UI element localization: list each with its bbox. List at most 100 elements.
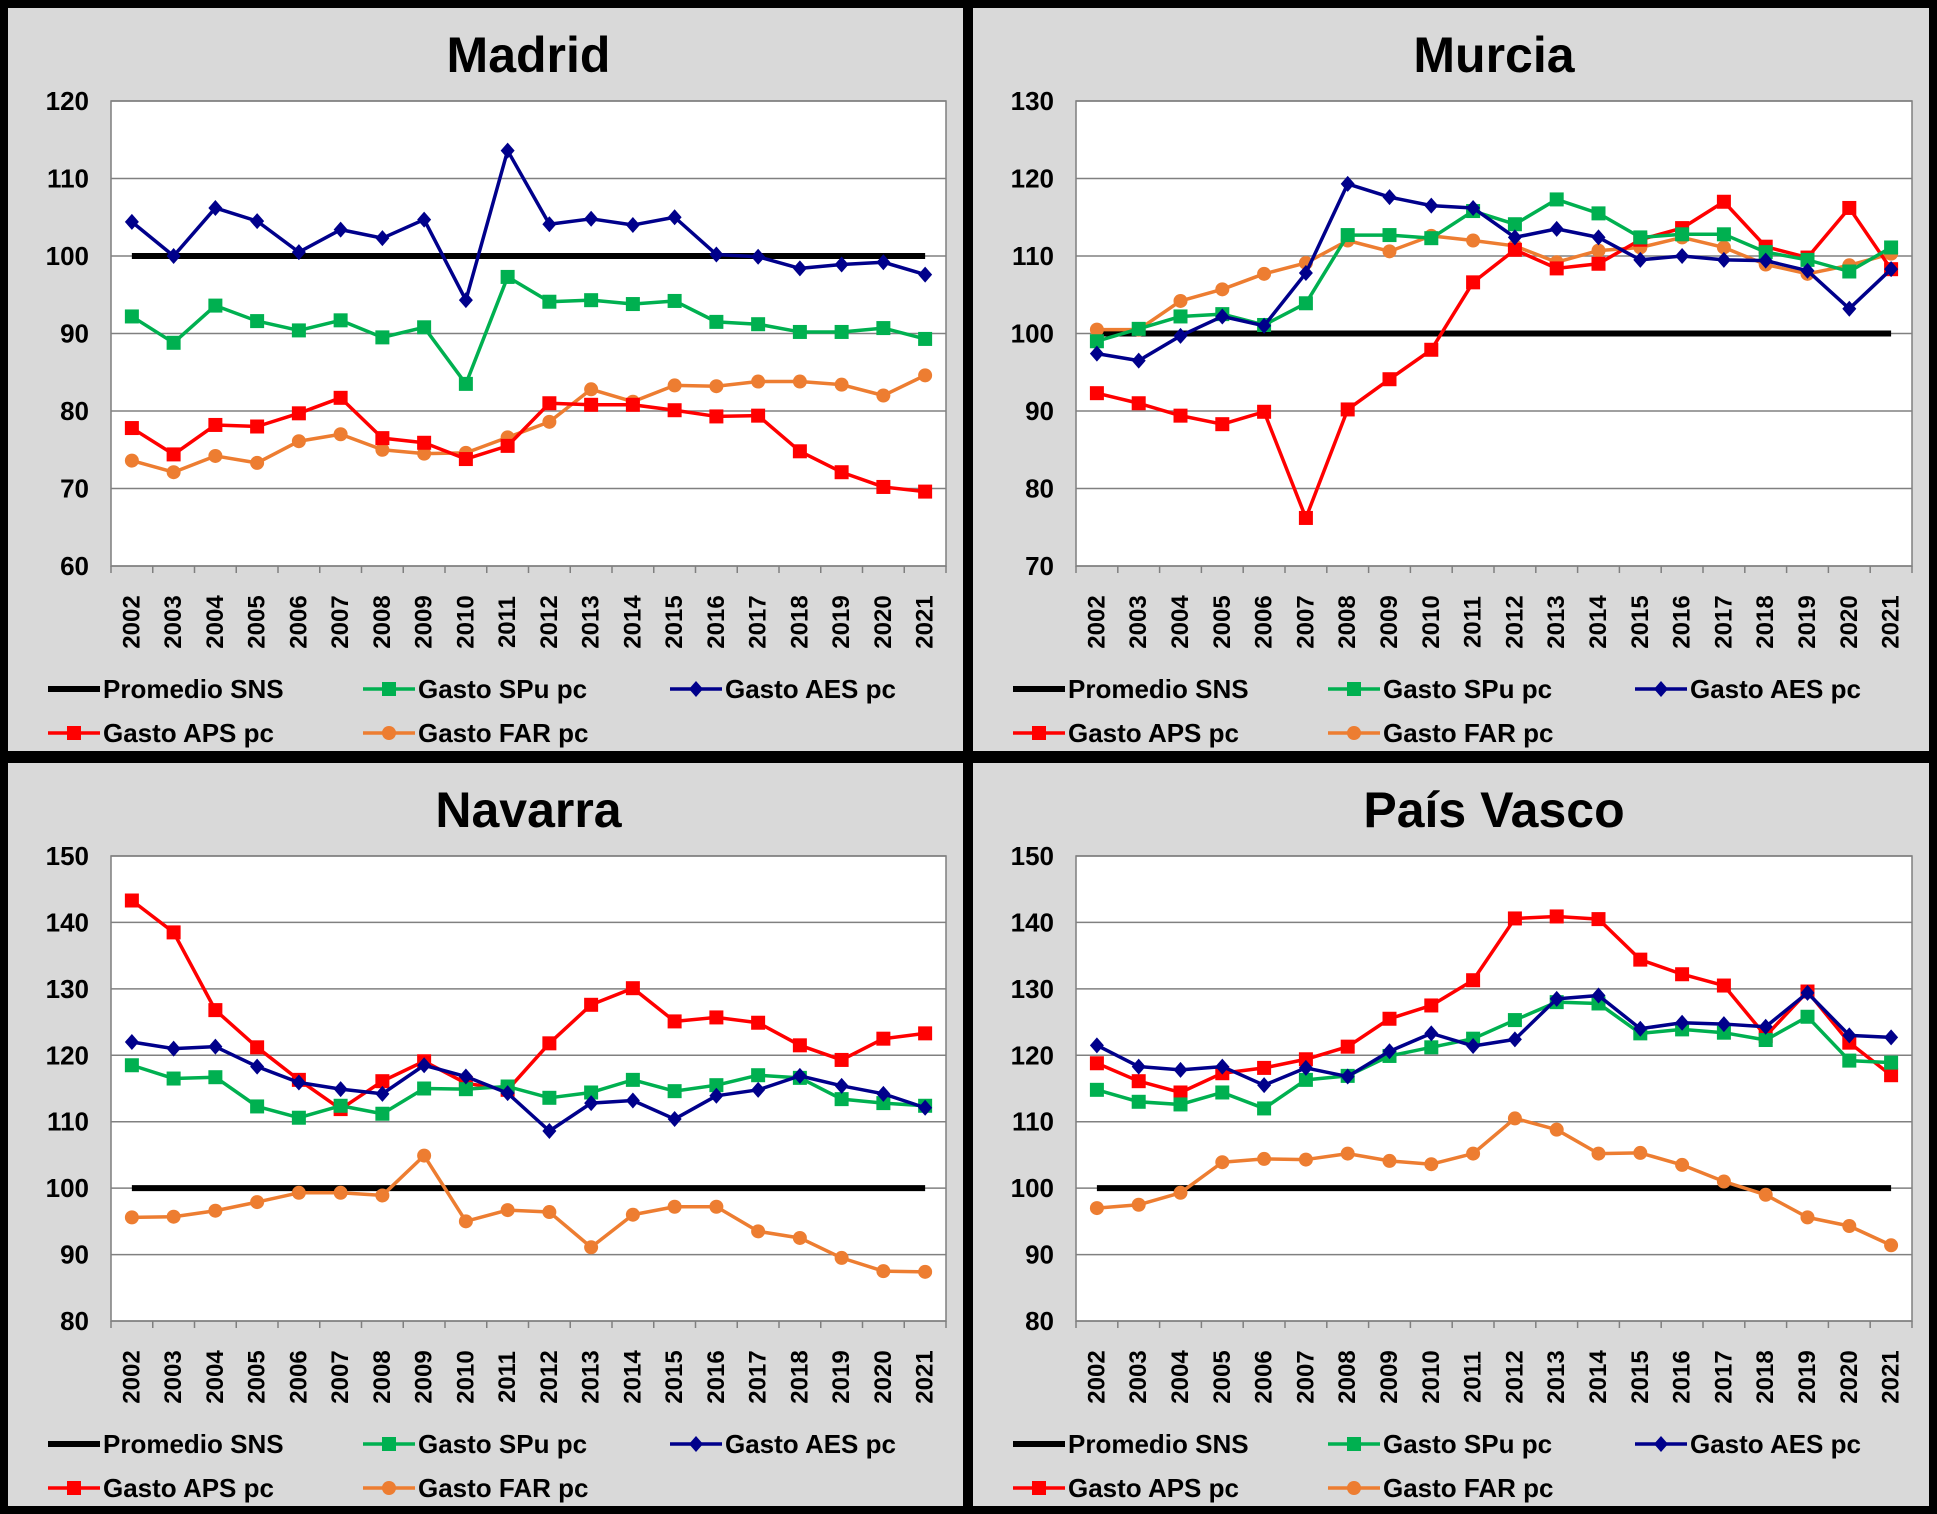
y-tick-label: 140 — [46, 907, 89, 937]
data-point — [1716, 227, 1731, 242]
data-point — [1424, 197, 1439, 214]
data-point — [584, 397, 599, 412]
data-point — [417, 446, 432, 461]
data-point — [166, 465, 181, 480]
x-tick-label: 2005 — [244, 1350, 271, 1403]
data-point — [1549, 990, 1564, 1007]
x-tick-label: 2011 — [494, 1351, 521, 1403]
data-point — [291, 244, 306, 261]
data-point — [1591, 229, 1606, 246]
data-point — [166, 248, 181, 264]
data-point — [1633, 1020, 1648, 1037]
data-point — [542, 396, 557, 411]
data-point — [1424, 342, 1439, 357]
data-point — [333, 427, 348, 442]
data-point — [542, 1090, 557, 1105]
data-point — [1089, 1201, 1104, 1216]
data-point — [1382, 372, 1397, 387]
data-point — [1758, 1187, 1773, 1202]
x-tick-label: 2016 — [1669, 595, 1696, 648]
legend-marker — [1347, 726, 1361, 740]
data-point — [709, 1010, 724, 1025]
data-point — [208, 1003, 223, 1018]
data-point — [333, 390, 348, 405]
data-point — [751, 1081, 766, 1098]
plot-area — [110, 855, 947, 1322]
data-point — [1173, 1085, 1188, 1100]
y-tick-label: 110 — [1012, 1107, 1054, 1137]
data-point — [1842, 264, 1857, 279]
y-tick-label: 130 — [46, 974, 89, 1004]
y-tick-label: 80 — [60, 1306, 89, 1336]
data-point — [1591, 912, 1606, 927]
panel-murcia: Murcia 70 80 90 100 110 120 130 2002 2003 2004 2005… — [973, 8, 1929, 751]
legend-item-gasto-far-pc: Gasto FAR pc — [1328, 718, 1553, 748]
data-point — [1716, 1025, 1731, 1040]
series-gasto-far-pc — [1089, 1111, 1899, 1253]
data-point — [1591, 256, 1606, 271]
data-point — [1716, 194, 1731, 209]
data-point — [709, 1078, 724, 1093]
data-point — [667, 1199, 682, 1214]
data-point — [1716, 1016, 1731, 1033]
x-tick-label: 2010 — [452, 1350, 479, 1403]
data-point — [333, 1081, 348, 1098]
y-tick-label: 100 — [46, 241, 89, 271]
data-point — [918, 331, 933, 346]
legend-item-gasto-aps-pc: Gasto APS pc — [48, 718, 274, 748]
data-point — [1633, 230, 1648, 245]
x-tick-label: 2003 — [160, 1350, 187, 1403]
x-tick-label: 2009 — [411, 1350, 438, 1403]
data-point — [124, 213, 139, 230]
x-tick-label: 2014 — [1585, 595, 1612, 649]
x-tick-label: 2021 — [1878, 1350, 1905, 1403]
data-point — [417, 211, 432, 228]
x-tick-label: 2004 — [202, 595, 229, 649]
data-point — [1215, 417, 1230, 432]
data-point — [1842, 1027, 1857, 1044]
data-point — [291, 1110, 306, 1125]
legend-label: Promedio SNS — [103, 1429, 284, 1459]
data-point — [1633, 251, 1648, 268]
data-point — [792, 260, 807, 277]
data-point — [918, 1099, 933, 1116]
data-point — [1424, 1040, 1439, 1055]
legend-item-gasto-aps-pc: Gasto APS pc — [1013, 1473, 1239, 1503]
data-point — [834, 465, 849, 480]
y-tick-label: 70 — [60, 474, 89, 504]
data-point — [1382, 244, 1397, 259]
data-point — [333, 1185, 348, 1200]
data-point — [1089, 334, 1104, 349]
data-point — [1215, 1155, 1230, 1170]
data-point — [834, 377, 849, 392]
data-point — [625, 981, 640, 996]
data-point — [834, 1250, 849, 1265]
data-point — [1089, 1082, 1104, 1097]
data-point — [458, 292, 473, 309]
data-point — [375, 330, 390, 345]
data-point — [1800, 252, 1815, 267]
data-point — [250, 1040, 265, 1055]
series-gasto-aes-pc — [1089, 984, 1899, 1094]
data-point — [625, 397, 640, 412]
data-point — [625, 1207, 640, 1222]
data-point — [876, 1085, 891, 1102]
data-point — [1800, 1009, 1815, 1024]
x-tick-label: 2021 — [912, 595, 939, 648]
x-tick-label: 2003 — [1125, 595, 1152, 648]
data-point — [1675, 227, 1690, 242]
chart-title: Madrid — [447, 27, 611, 83]
data-point — [834, 256, 849, 273]
y-tick-label: 90 — [60, 1240, 89, 1270]
series-gasto-spu-pc — [124, 269, 933, 391]
data-point — [1089, 386, 1104, 401]
data-point — [751, 248, 766, 265]
y-tick-label: 150 — [1011, 841, 1054, 871]
legend-item-gasto-spu-pc: Gasto SPu pc — [1328, 674, 1552, 704]
data-point — [1131, 396, 1146, 411]
data-point — [1466, 233, 1481, 248]
data-point — [918, 1026, 933, 1041]
x-tick-label: 2014 — [619, 1350, 646, 1404]
chart-svg: Madrid 60 70 80 90 100 110 120 2002 2003 2004 2005 2… — [8, 8, 963, 751]
x-tick-label: 2020 — [1836, 595, 1863, 648]
